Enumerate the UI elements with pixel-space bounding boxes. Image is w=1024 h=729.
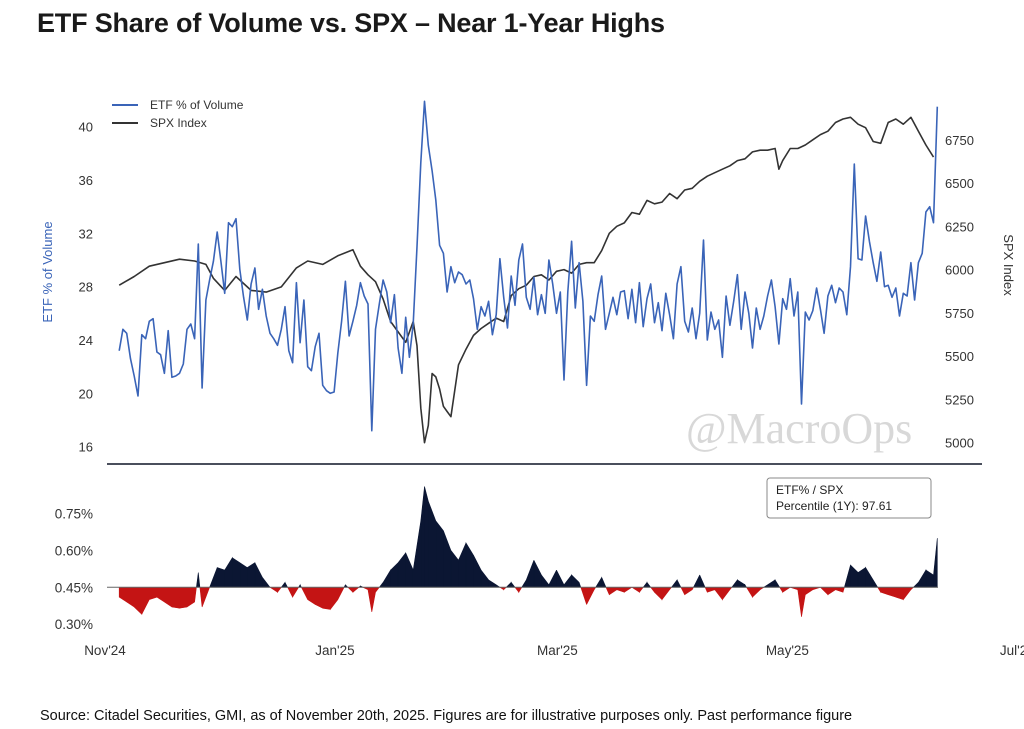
left-tick-label: 20	[79, 386, 93, 401]
left-tick-label: 36	[79, 173, 93, 188]
below-baseline-area	[118, 587, 915, 617]
x-tick-label: Nov'24	[84, 643, 126, 658]
x-axis-ticks: Nov'24Jan'25Mar'25May'25Jul'25Sep'25Nov'…	[84, 643, 1024, 658]
left-tick-label: 40	[79, 120, 93, 135]
right-tick-label: 6750	[945, 133, 974, 148]
left-axis-label: ETF % of Volume	[40, 221, 55, 322]
bottom-tick-label: 0.75%	[55, 507, 93, 522]
top-right-axis-ticks: 5000 5250 5500 5750 6000 6250 6500 6750	[945, 133, 974, 451]
legend: ETF % of Volume SPX Index	[112, 98, 244, 130]
right-axis-label: SPX Index	[1001, 234, 1016, 296]
bottom-ratio-area	[107, 486, 938, 617]
right-tick-label: 6000	[945, 263, 974, 278]
etf-volume-line	[118, 100, 939, 432]
right-tick-label: 6250	[945, 219, 974, 234]
top-left-axis-ticks: 16 20 24 28 32 36 40	[79, 120, 93, 455]
right-tick-label: 6500	[945, 176, 974, 191]
annotation-line1: ETF% / SPX	[776, 483, 843, 497]
left-tick-label: 28	[79, 280, 93, 295]
left-tick-label: 24	[79, 333, 93, 348]
x-tick-label: Mar'25	[537, 643, 578, 658]
annotation-box	[766, 477, 932, 519]
top-series-group	[118, 100, 939, 444]
bottom-tick-label: 0.60%	[55, 543, 93, 558]
source-note: Source: Citadel Securities, GMI, as of N…	[40, 708, 853, 724]
right-tick-label: 5500	[945, 349, 974, 364]
spx-index-line	[118, 116, 935, 444]
above-baseline-area	[196, 486, 938, 588]
bottom-tick-label: 0.45%	[55, 580, 93, 595]
right-tick-label: 5250	[945, 392, 974, 407]
watermark: @MacroOps	[686, 404, 912, 453]
annotation-line2: Percentile (1Y): 97.61	[776, 499, 892, 513]
legend-label-etf: ETF % of Volume	[150, 98, 244, 112]
left-tick-label: 16	[79, 440, 93, 455]
left-tick-label: 32	[79, 226, 93, 241]
bottom-tick-label: 0.30%	[55, 617, 93, 632]
page-title: ETF Share of Volume vs. SPX – Near 1-Yea…	[37, 8, 665, 38]
x-tick-label: Jan'25	[315, 643, 354, 658]
x-tick-label: May'25	[766, 643, 809, 658]
bottom-axis-ticks: 0.30% 0.45% 0.60% 0.75%	[55, 507, 93, 633]
right-tick-label: 5000	[945, 436, 974, 451]
right-tick-label: 5750	[945, 306, 974, 321]
percentile-annotation: ETF% / SPX Percentile (1Y): 97.61	[766, 477, 932, 519]
x-tick-label: Jul'25	[1000, 643, 1024, 658]
legend-label-spx: SPX Index	[150, 116, 207, 130]
chart-canvas: 16 20 24 28 32 36 40 5000 5250 5500 5750 6000 6250 6…	[40, 98, 1024, 658]
